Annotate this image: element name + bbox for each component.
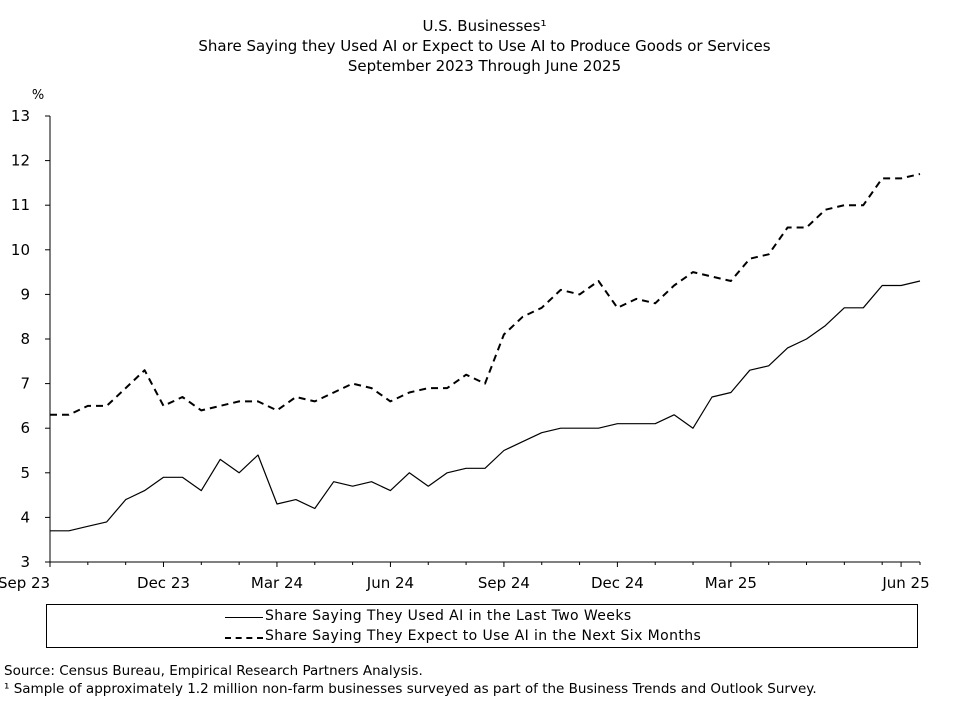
x-tick-label: Sep 24	[478, 574, 530, 592]
source-note: Source: Census Bureau, Empirical Researc…	[4, 663, 423, 679]
x-tick-label: Dec 24	[591, 574, 644, 592]
x-tick-label: Sep 23	[0, 574, 50, 592]
y-tick-label: 10	[11, 241, 30, 259]
legend-label-expect: Share Saying They Expect to Use AI in th…	[265, 628, 702, 644]
y-axis-label: %	[32, 88, 44, 103]
y-tick-label: 3	[20, 553, 30, 571]
y-tick-label: 13	[11, 107, 30, 125]
legend-solid-swatch	[225, 617, 263, 618]
y-tick-label: 8	[20, 330, 30, 348]
y-tick-label: 11	[11, 196, 30, 214]
x-tick-label: Mar 25	[705, 574, 757, 592]
series-line-used-ai	[50, 280, 921, 532]
x-tick-label: Mar 24	[251, 574, 303, 592]
series-lines	[50, 173, 921, 532]
x-tick-label: Jun 25	[881, 574, 929, 592]
legend-label-used: Share Saying They Used AI in the Last Tw…	[265, 608, 632, 624]
x-tick-label: Jun 24	[366, 574, 414, 592]
y-tick-label: 9	[20, 285, 30, 303]
y-tick-label: 4	[20, 508, 30, 526]
x-axis-ticks: Sep 23 Dec 23 Mar 24 Jun 24 Sep 24 Dec 24 Mar …	[0, 562, 930, 592]
chart-axes: %	[32, 88, 920, 563]
x-tick-label: Dec 23	[137, 574, 190, 592]
chart-title-line-3: September 2023 Through June 2025	[347, 57, 622, 75]
chart-footnotes: Source: Census Bureau, Empirical Researc…	[4, 662, 817, 698]
y-tick-label: 6	[20, 419, 30, 437]
chart-title-line-1: U.S. Businesses¹	[422, 17, 547, 35]
y-tick-label: 5	[20, 464, 30, 482]
y-tick-label: 12	[11, 152, 30, 170]
chart-title-line-2: Share Saying they Used AI or Expect to U…	[198, 37, 771, 55]
series-line-expect-ai	[50, 173, 921, 416]
chart-legend: Share Saying They Used AI in the Last Tw…	[46, 604, 918, 648]
chart-title: U.S. Businesses¹ Share Saying they Used …	[0, 16, 969, 76]
sample-footnote: ¹ Sample of approximately 1.2 million no…	[4, 681, 817, 697]
y-axis-ticks: 3 4 5 6 7 8 9 10 11 12 13	[11, 107, 50, 571]
legend-dashed-swatch	[225, 637, 263, 639]
y-tick-label: 7	[20, 375, 30, 393]
